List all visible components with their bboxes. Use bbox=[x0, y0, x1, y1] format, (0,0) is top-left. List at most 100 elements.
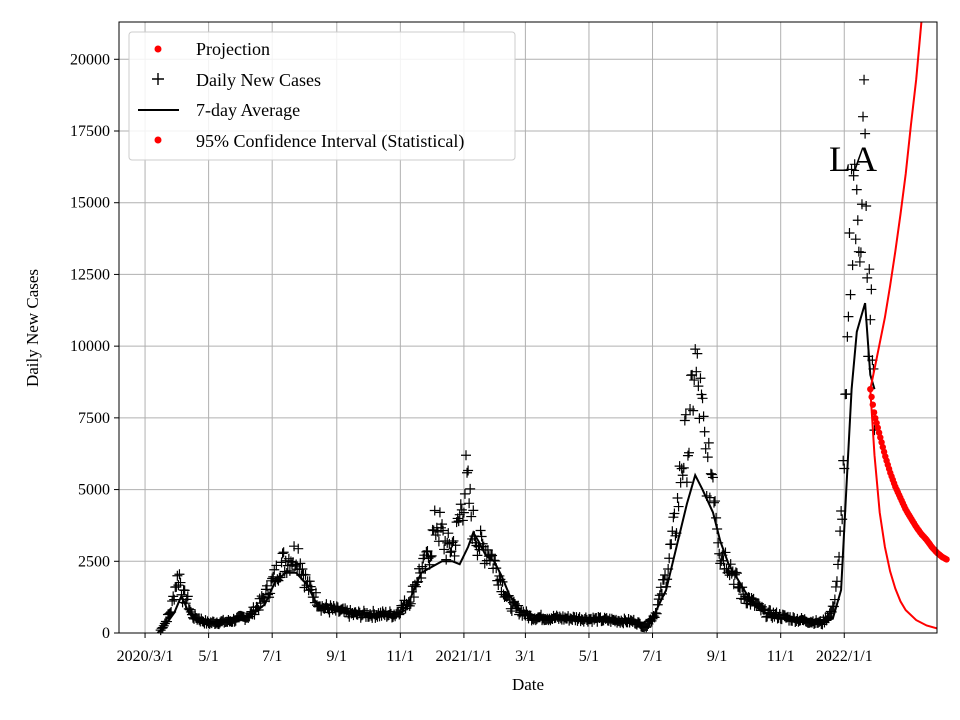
legend: Projection Daily New Cases 7-day Average… bbox=[128, 31, 516, 161]
daily-cases-marker bbox=[688, 405, 699, 416]
daily-cases-marker bbox=[269, 564, 280, 575]
legend-ci-label: 95% Confidence Interval (Statistical) bbox=[196, 131, 464, 152]
daily-cases-marker bbox=[669, 508, 680, 519]
daily-cases-marker bbox=[173, 580, 184, 591]
x-tick-label: 5/1 bbox=[198, 648, 218, 665]
daily-cases-marker bbox=[172, 570, 183, 581]
daily-cases-marker bbox=[861, 200, 872, 211]
legend-ci-icon bbox=[154, 136, 162, 144]
daily-cases-marker bbox=[276, 557, 287, 568]
daily-cases-marker bbox=[466, 511, 477, 522]
daily-cases-marker bbox=[694, 413, 705, 424]
daily-cases-marker bbox=[854, 256, 865, 267]
daily-cases-marker bbox=[660, 569, 671, 580]
daily-cases-marker bbox=[703, 437, 714, 448]
daily-cases-marker bbox=[271, 560, 282, 571]
projection-dot bbox=[874, 424, 881, 431]
daily-cases-marker bbox=[678, 462, 689, 473]
daily-cases-marker bbox=[830, 581, 841, 592]
daily-cases-marker bbox=[681, 477, 692, 488]
daily-cases-marker bbox=[683, 447, 694, 458]
daily-cases-marker bbox=[261, 580, 272, 591]
daily-cases-marker bbox=[677, 470, 688, 481]
daily-cases-marker bbox=[838, 455, 849, 466]
daily-cases-marker bbox=[855, 247, 866, 258]
daily-cases-marker bbox=[689, 375, 700, 386]
daily-cases-marker bbox=[167, 596, 178, 607]
projection-dot bbox=[872, 415, 879, 422]
daily-cases-marker bbox=[698, 411, 709, 422]
legend-projection-label: Projection bbox=[196, 39, 270, 59]
y-tick-label: 20000 bbox=[70, 51, 110, 68]
daily-cases-marker bbox=[448, 535, 459, 546]
daily-cases-marker bbox=[255, 598, 266, 609]
daily-cases-marker bbox=[472, 550, 483, 561]
daily-cases-marker bbox=[860, 128, 871, 139]
daily-cases-marker bbox=[464, 498, 475, 509]
projection-dot bbox=[867, 386, 874, 393]
seven-day-average-line bbox=[156, 302, 876, 634]
daily-cases-marker bbox=[721, 563, 732, 574]
daily-cases-marker bbox=[679, 415, 690, 426]
projection-dot bbox=[879, 443, 886, 451]
daily-cases-marker bbox=[454, 509, 465, 520]
daily-cases-marker bbox=[429, 505, 440, 516]
daily-cases-marker bbox=[295, 558, 306, 569]
x-tick-label: 9/1 bbox=[707, 648, 727, 665]
daily-cases-marker bbox=[456, 504, 467, 515]
daily-cases-marker bbox=[453, 516, 464, 527]
daily-cases-marker bbox=[680, 409, 691, 420]
daily-cases-marker bbox=[846, 164, 857, 175]
projection-dot bbox=[869, 401, 876, 408]
daily-cases-marker bbox=[468, 505, 479, 516]
legend-projection-icon bbox=[154, 45, 162, 53]
y-tick-label: 12500 bbox=[70, 266, 110, 283]
daily-cases-marker bbox=[859, 74, 870, 85]
x-tick-label: 11/1 bbox=[767, 648, 795, 665]
projection-dot bbox=[943, 556, 950, 563]
daily-cases-marker bbox=[443, 528, 454, 539]
daily-cases-marker bbox=[297, 564, 308, 575]
daily-cases-marker bbox=[310, 587, 321, 598]
daily-cases-marker bbox=[692, 348, 703, 359]
daily-cases-marker bbox=[852, 215, 863, 226]
daily-cases-marker bbox=[459, 488, 470, 499]
daily-cases-marker bbox=[256, 591, 267, 602]
daily-cases-marker bbox=[462, 467, 473, 478]
daily-cases-marker bbox=[486, 549, 497, 560]
projection-dot bbox=[868, 393, 875, 401]
daily-cases-marker bbox=[434, 507, 445, 518]
daily-cases-marker bbox=[845, 289, 856, 300]
daily-cases-marker bbox=[427, 524, 438, 535]
daily-cases-marker bbox=[642, 621, 653, 632]
daily-cases-marker bbox=[831, 576, 842, 587]
daily-cases-marker bbox=[304, 576, 315, 587]
daily-cases-marker bbox=[851, 184, 862, 195]
daily-cases-marker bbox=[422, 545, 433, 556]
daily-cases-marker bbox=[171, 581, 182, 592]
daily-cases-marker bbox=[439, 544, 450, 555]
daily-cases-marker bbox=[856, 199, 867, 210]
daily-cases-marker bbox=[849, 159, 860, 170]
daily-cases-marker bbox=[672, 492, 683, 503]
projection-dot bbox=[877, 434, 884, 441]
data-layer bbox=[155, 22, 950, 636]
daily-cases-marker bbox=[465, 483, 476, 494]
daily-cases-marker bbox=[850, 234, 861, 245]
daily-cases-marker bbox=[702, 452, 713, 463]
daily-cases-marker bbox=[710, 496, 721, 507]
daily-cases-marker bbox=[674, 461, 685, 472]
daily-cases-marker bbox=[175, 577, 186, 588]
y-axis-label: Daily New Cases bbox=[23, 269, 42, 387]
x-tick-label: 7/1 bbox=[642, 648, 662, 665]
daily-cases-marker bbox=[843, 311, 854, 322]
daily-cases-marker bbox=[862, 272, 873, 283]
daily-cases-marker bbox=[421, 546, 432, 557]
daily-cases-marker bbox=[277, 548, 288, 559]
daily-cases-marker bbox=[450, 540, 461, 551]
daily-cases-marker bbox=[284, 565, 295, 576]
daily-cases-marker bbox=[858, 111, 869, 122]
daily-cases-marker bbox=[460, 450, 471, 461]
y-tick-label: 17500 bbox=[70, 123, 110, 140]
x-tick-label: 11/1 bbox=[386, 648, 414, 665]
